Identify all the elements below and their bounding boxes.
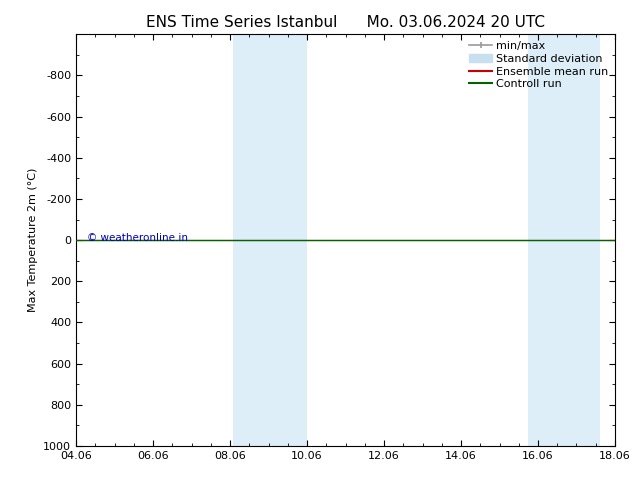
Y-axis label: Max Temperature 2m (°C): Max Temperature 2m (°C) xyxy=(28,168,37,312)
Text: © weatheronline.in: © weatheronline.in xyxy=(87,233,188,243)
Bar xyxy=(233,34,307,446)
Bar xyxy=(528,34,600,446)
Legend: min/max, Standard deviation, Ensemble mean run, Controll run: min/max, Standard deviation, Ensemble me… xyxy=(466,38,612,93)
Title: ENS Time Series Istanbul      Mo. 03.06.2024 20 UTC: ENS Time Series Istanbul Mo. 03.06.2024 … xyxy=(146,15,545,30)
